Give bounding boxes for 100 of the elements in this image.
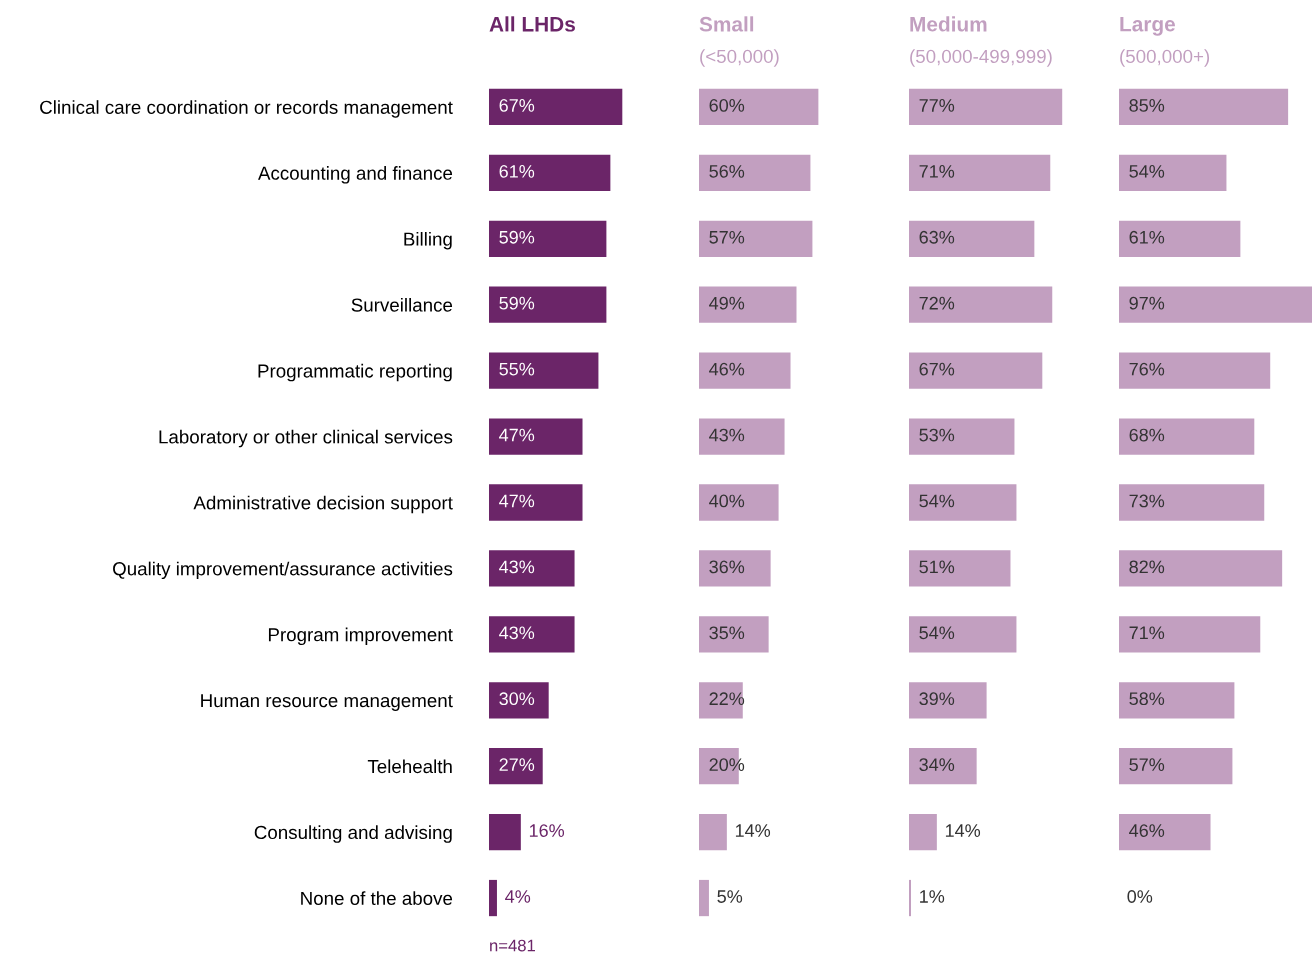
data-label: 1% [920,890,945,903]
data-label: 36% [709,560,745,574]
data-label: 16% [529,824,565,837]
data-label: 49% [709,296,745,310]
data-label: 97% [1129,296,1165,310]
data-label: 43% [709,428,745,442]
data-label: 54% [919,494,955,508]
bar [489,286,607,323]
bar [1119,550,1283,587]
bar [489,154,611,192]
data-label: 47% [499,428,535,442]
data-label: 43% [499,560,535,574]
bar [699,418,785,455]
y-tick-label: Programmatic reporting [258,363,452,382]
data-label: 71% [919,165,955,178]
bar [699,220,813,257]
data-label: 46% [1129,824,1165,837]
bar [1119,748,1233,785]
y-tick-label: Quality improvement/assurance activities [113,561,453,580]
bar [489,352,599,389]
y-tick-label: Billing [404,232,452,250]
bar [909,88,1063,126]
data-label: 54% [919,626,955,640]
bar [1119,88,1289,126]
bar [909,682,987,719]
bar [909,616,1017,653]
bar [699,550,771,587]
bar [909,286,1053,323]
data-label: 57% [1129,758,1165,772]
bar [909,813,937,851]
data-label: 59% [499,230,535,244]
bar [1119,286,1312,323]
data-label: 57% [709,230,745,244]
data-label: 76% [1129,362,1165,376]
bar [699,484,779,521]
data-label: 30% [499,692,535,706]
bar [909,418,1015,455]
data-label: 4% [505,890,531,903]
data-label: 34% [919,758,955,772]
data-label: 14% [735,824,771,837]
data-label: 47% [499,494,535,508]
data-label: 14% [945,824,981,837]
data-label: 82% [1129,560,1165,574]
data-label: 85% [1129,99,1165,112]
bar [699,286,797,323]
data-label: 35% [709,626,745,640]
y-tick-label: Clinical care coordination or records management [40,100,453,118]
bar [489,682,549,719]
chart-title: All LHDs [489,16,575,32]
chart-title: Small [699,16,754,32]
bar [1119,154,1227,192]
bar [909,748,977,785]
bar [489,550,575,587]
bar [699,88,819,126]
data-label: 27% [499,758,535,771]
bar [489,220,607,257]
y-tick-label: Human resource management [201,694,453,711]
data-label: 67% [919,362,955,376]
data-label: 59% [499,296,535,310]
data-label: 72% [919,296,955,310]
data-label: 54% [1129,165,1165,178]
data-label: 63% [919,230,955,244]
data-label: 0% [1127,890,1153,903]
bar [699,813,727,851]
bar [909,352,1043,389]
y-tick-label: Laboratory or other clinical services [159,429,453,448]
data-label: 53% [919,428,955,442]
chart-subtitle: (<50,000) [700,49,779,67]
bar [1119,616,1261,653]
y-tick-label: Program improvement [268,627,453,646]
bar [699,154,811,192]
bar [909,154,1051,192]
data-label: 5% [717,890,743,903]
y-tick-label: Administrative decision support [193,495,453,514]
bar [909,550,1011,587]
data-label: 58% [1129,692,1165,706]
bar [699,352,791,389]
data-label: 71% [1129,626,1165,640]
bar [1119,682,1235,719]
bar [1119,220,1241,257]
y-tick-label: Surveillance [351,297,453,312]
y-tick-label: None of the above [301,891,453,906]
text: n=481 [490,939,535,952]
bar [489,88,623,126]
bar [489,616,575,653]
bar [699,879,709,917]
data-label: 40% [709,494,745,508]
data-label: 61% [499,164,535,178]
y-tick-label: Accounting and finance [258,166,453,184]
data-label: 60% [709,99,745,112]
bar [909,484,1017,521]
bar [489,879,497,917]
y-tick-label: Consulting and advising [254,825,452,843]
bar [489,484,583,521]
data-label: 55% [499,362,535,376]
data-label: 46% [709,362,745,376]
bar [489,418,583,455]
data-label: 51% [919,560,955,574]
chart-subtitle: (50,000-499,999) [910,49,1052,67]
data-label: 61% [1129,230,1165,244]
